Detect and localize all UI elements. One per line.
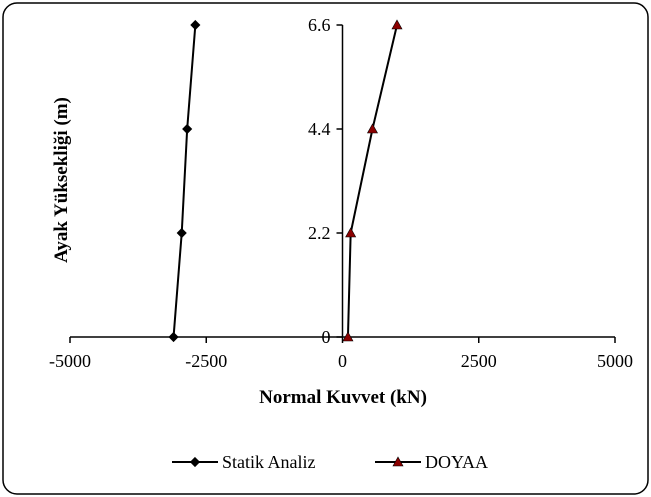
- series-doyaa: [342, 19, 403, 342]
- series-statik-analiz: [168, 19, 201, 343]
- data-point: [345, 227, 357, 238]
- series-layer: [168, 19, 403, 343]
- x-tick-label: -5000: [49, 351, 91, 371]
- series-line: [172, 24, 197, 338]
- legend-marker: [189, 456, 201, 468]
- legend-item-statik-analiz: Statik Analiz: [172, 452, 316, 472]
- data-point: [391, 19, 403, 30]
- x-tick-label: 2500: [461, 351, 497, 371]
- legend-label: Statik Analiz: [222, 452, 316, 472]
- y-tick-label: 0: [322, 327, 331, 347]
- x-tick-label: 5000: [597, 351, 633, 371]
- legend-marker: [392, 456, 404, 467]
- data-point: [182, 123, 193, 135]
- x-axis-title: Normal Kuvvet (kN): [259, 387, 427, 408]
- data-point: [190, 19, 201, 31]
- series-line: [346, 24, 398, 338]
- y-tick-label: 6.6: [308, 15, 331, 35]
- data-point: [176, 227, 187, 239]
- data-point: [342, 331, 354, 342]
- legend-item-doyaa: DOYAA: [375, 452, 488, 472]
- axes-layer: -5000 -2500 0 2500 5000 0 2.2 4.4 6.6: [49, 15, 633, 371]
- x-tick-label: 0: [338, 351, 347, 371]
- data-point: [366, 123, 378, 134]
- y-tick-label: 4.4: [308, 119, 331, 139]
- legend: Statik Analiz DOYAA: [172, 452, 488, 472]
- x-tick-label: -2500: [185, 351, 227, 371]
- data-point: [168, 331, 179, 343]
- y-tick-label: 2.2: [308, 223, 331, 243]
- y-axis-title: Ayak Yüksekliği (m): [51, 97, 72, 263]
- legend-label: DOYAA: [425, 452, 488, 472]
